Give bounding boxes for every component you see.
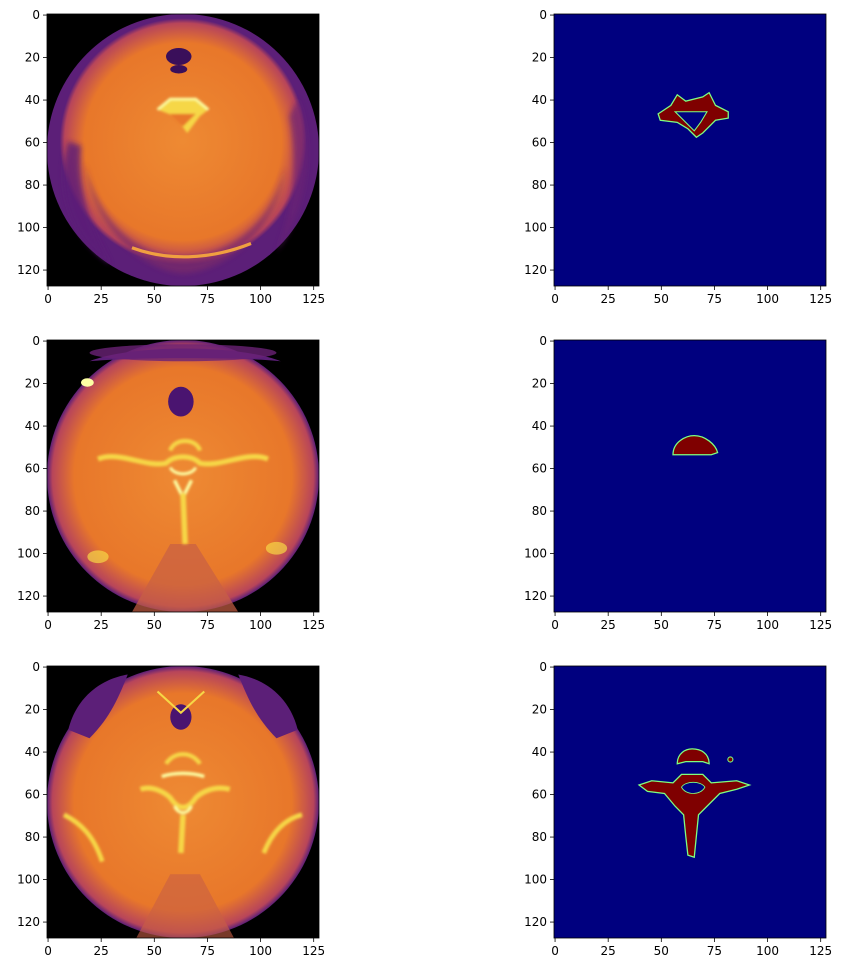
- x-tick-label: 25: [94, 292, 109, 306]
- y-tick-label: 80: [532, 504, 547, 518]
- y-tick-label: 0: [539, 334, 547, 348]
- x-tick-label: 50: [147, 944, 162, 958]
- x-tick-label: 75: [200, 618, 215, 632]
- y-tick-label: 120: [524, 915, 547, 929]
- y-tick-label: 80: [25, 504, 40, 518]
- x-tick-label: 125: [809, 944, 832, 958]
- y-tick-label: 20: [532, 51, 547, 65]
- x-tick-label: 0: [551, 292, 559, 306]
- ct-image-3: [47, 666, 319, 938]
- ct-image-1: [47, 14, 319, 286]
- x-tick-label: 125: [302, 292, 325, 306]
- y-tick-label: 20: [25, 377, 40, 391]
- x-tick-label: 125: [809, 618, 832, 632]
- y-tick-label: 80: [532, 178, 547, 192]
- ct-panel-1: [46, 13, 320, 287]
- x-tick-label: 0: [44, 944, 52, 958]
- y-tick-label: 120: [17, 915, 40, 929]
- y-tick-label: 120: [524, 263, 547, 277]
- y-tick-label: 120: [524, 589, 547, 603]
- x-tick-label: 100: [756, 292, 779, 306]
- x-tick-label: 25: [601, 292, 616, 306]
- x-tick-label: 50: [654, 618, 669, 632]
- y-tick-label: 0: [539, 660, 547, 674]
- x-tick-label: 125: [809, 292, 832, 306]
- x-tick-label: 0: [551, 944, 559, 958]
- y-tick-label: 60: [25, 788, 40, 802]
- y-tick-label: 100: [17, 221, 40, 235]
- y-tick-label: 100: [524, 873, 547, 887]
- x-tick-label: 100: [756, 618, 779, 632]
- mask-image-2: [554, 340, 826, 612]
- y-tick-label: 40: [25, 745, 40, 759]
- y-tick-label: 100: [17, 547, 40, 561]
- y-tick-label: 60: [532, 136, 547, 150]
- x-tick-label: 75: [707, 292, 722, 306]
- x-tick-label: 100: [249, 292, 272, 306]
- y-tick-label: 60: [532, 788, 547, 802]
- x-tick-label: 50: [654, 944, 669, 958]
- x-tick-label: 100: [756, 944, 779, 958]
- axes-ticks: 0 25 50 75 100 125 0 20 40 60 80 100 120 0 25 50 75 100 12…: [17, 8, 832, 958]
- y-tick-label: 40: [532, 745, 547, 759]
- x-tick-label: 25: [601, 618, 616, 632]
- y-tick-label: 0: [32, 334, 40, 348]
- x-tick-label: 0: [44, 618, 52, 632]
- x-tick-label: 50: [147, 618, 162, 632]
- mask-panel-1: [553, 13, 827, 287]
- mask-image-3: [554, 666, 826, 938]
- y-tick-label: 60: [25, 462, 40, 476]
- y-tick-label: 120: [17, 589, 40, 603]
- x-tick-label: 25: [94, 618, 109, 632]
- x-tick-label: 0: [44, 292, 52, 306]
- x-tick-label: 25: [601, 944, 616, 958]
- y-tick-label: 80: [25, 178, 40, 192]
- y-tick-label: 40: [25, 93, 40, 107]
- x-tick-label: 75: [200, 292, 215, 306]
- y-tick-label: 20: [25, 703, 40, 717]
- y-tick-label: 120: [17, 263, 40, 277]
- mask-image-1: [554, 14, 826, 286]
- y-tick-label: 80: [532, 830, 547, 844]
- y-tick-label: 100: [524, 547, 547, 561]
- ct-panel-3: [46, 665, 320, 939]
- y-tick-label: 20: [532, 377, 547, 391]
- y-tick-label: 0: [539, 8, 547, 22]
- x-tick-label: 25: [94, 944, 109, 958]
- y-tick-label: 20: [25, 51, 40, 65]
- y-tick-label: 40: [532, 419, 547, 433]
- mask-panel-2: [553, 339, 827, 613]
- x-tick-label: 100: [249, 618, 272, 632]
- x-tick-label: 125: [302, 618, 325, 632]
- x-tick-label: 50: [147, 292, 162, 306]
- y-tick-label: 40: [532, 93, 547, 107]
- y-tick-label: 100: [17, 873, 40, 887]
- mask-panel-3: [553, 665, 827, 939]
- y-tick-label: 60: [25, 136, 40, 150]
- ct-panel-2: [46, 339, 320, 613]
- x-tick-label: 50: [654, 292, 669, 306]
- y-tick-label: 80: [25, 830, 40, 844]
- y-tick-label: 0: [32, 8, 40, 22]
- ct-image-2: [47, 340, 319, 612]
- x-tick-label: 75: [707, 618, 722, 632]
- x-tick-label: 100: [249, 944, 272, 958]
- y-tick-label: 20: [532, 703, 547, 717]
- y-tick-label: 40: [25, 419, 40, 433]
- x-tick-label: 75: [200, 944, 215, 958]
- y-tick-label: 0: [32, 660, 40, 674]
- x-tick-label: 0: [551, 618, 559, 632]
- x-tick-label: 75: [707, 944, 722, 958]
- y-tick-label: 100: [524, 221, 547, 235]
- y-tick-label: 60: [532, 462, 547, 476]
- x-tick-label: 125: [302, 944, 325, 958]
